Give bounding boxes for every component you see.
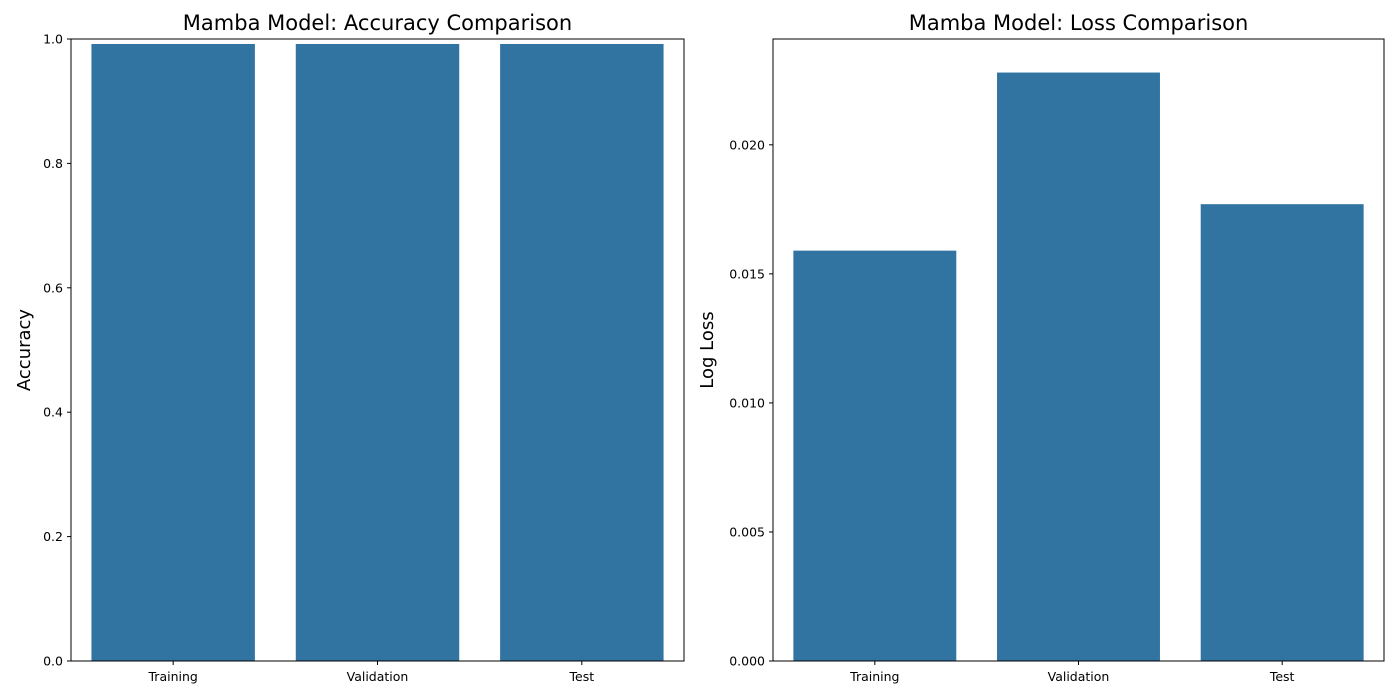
accuracy-y-tick-label: 1.0 bbox=[43, 32, 63, 47]
accuracy-y-ticks: 0.0 0.2 0.4 0.6 0.8 1.0 bbox=[43, 32, 71, 669]
loss-bar-test bbox=[1200, 204, 1364, 662]
loss-chart: Mamba Model: Loss Comparison Log Loss 0.… bbox=[697, 11, 1385, 684]
accuracy-x-ticks: Training Validation Test bbox=[148, 661, 595, 684]
loss-y-axis-label: Log Loss bbox=[697, 311, 718, 388]
loss-x-tick-label: Validation bbox=[1048, 669, 1110, 684]
loss-y-tick-label: 0.005 bbox=[729, 524, 765, 539]
accuracy-y-tick-label: 0.8 bbox=[43, 156, 63, 171]
loss-x-tick-label: Training bbox=[849, 669, 899, 684]
accuracy-chart: Mamba Model: Accuracy Comparison Accurac… bbox=[14, 11, 685, 684]
loss-y-tick-label: 0.010 bbox=[729, 395, 765, 410]
accuracy-bar-test bbox=[500, 43, 664, 661]
loss-bars bbox=[793, 72, 1364, 662]
accuracy-y-tick-label: 0.6 bbox=[43, 280, 63, 295]
accuracy-bar-training bbox=[91, 43, 255, 661]
loss-y-tick-label: 0.015 bbox=[729, 266, 765, 281]
accuracy-x-tick-label: Test bbox=[569, 669, 595, 684]
loss-chart-title: Mamba Model: Loss Comparison bbox=[909, 11, 1249, 35]
loss-x-tick-label: Test bbox=[1269, 669, 1295, 684]
accuracy-plot-frame bbox=[70, 38, 685, 662]
loss-y-ticks: 0.000 0.005 0.010 0.015 0.020 bbox=[729, 137, 773, 669]
loss-bar-validation bbox=[997, 72, 1160, 661]
accuracy-y-tick-label: 0.0 bbox=[43, 654, 63, 669]
loss-x-ticks: Training Validation Test bbox=[849, 661, 1295, 684]
accuracy-x-tick-label: Training bbox=[148, 669, 198, 684]
accuracy-y-tick-label: 0.4 bbox=[43, 405, 63, 420]
accuracy-y-axis-label: Accuracy bbox=[14, 309, 35, 392]
accuracy-y-tick-label: 0.2 bbox=[43, 529, 63, 544]
loss-y-tick-label: 0.000 bbox=[729, 654, 765, 669]
accuracy-chart-title: Mamba Model: Accuracy Comparison bbox=[183, 11, 572, 35]
loss-y-tick-label: 0.020 bbox=[729, 137, 765, 152]
loss-plot-frame bbox=[772, 38, 1385, 662]
accuracy-bar-validation bbox=[295, 43, 460, 661]
accuracy-x-tick-label: Validation bbox=[347, 669, 409, 684]
accuracy-bars bbox=[91, 43, 664, 661]
loss-bar-training bbox=[793, 250, 957, 661]
